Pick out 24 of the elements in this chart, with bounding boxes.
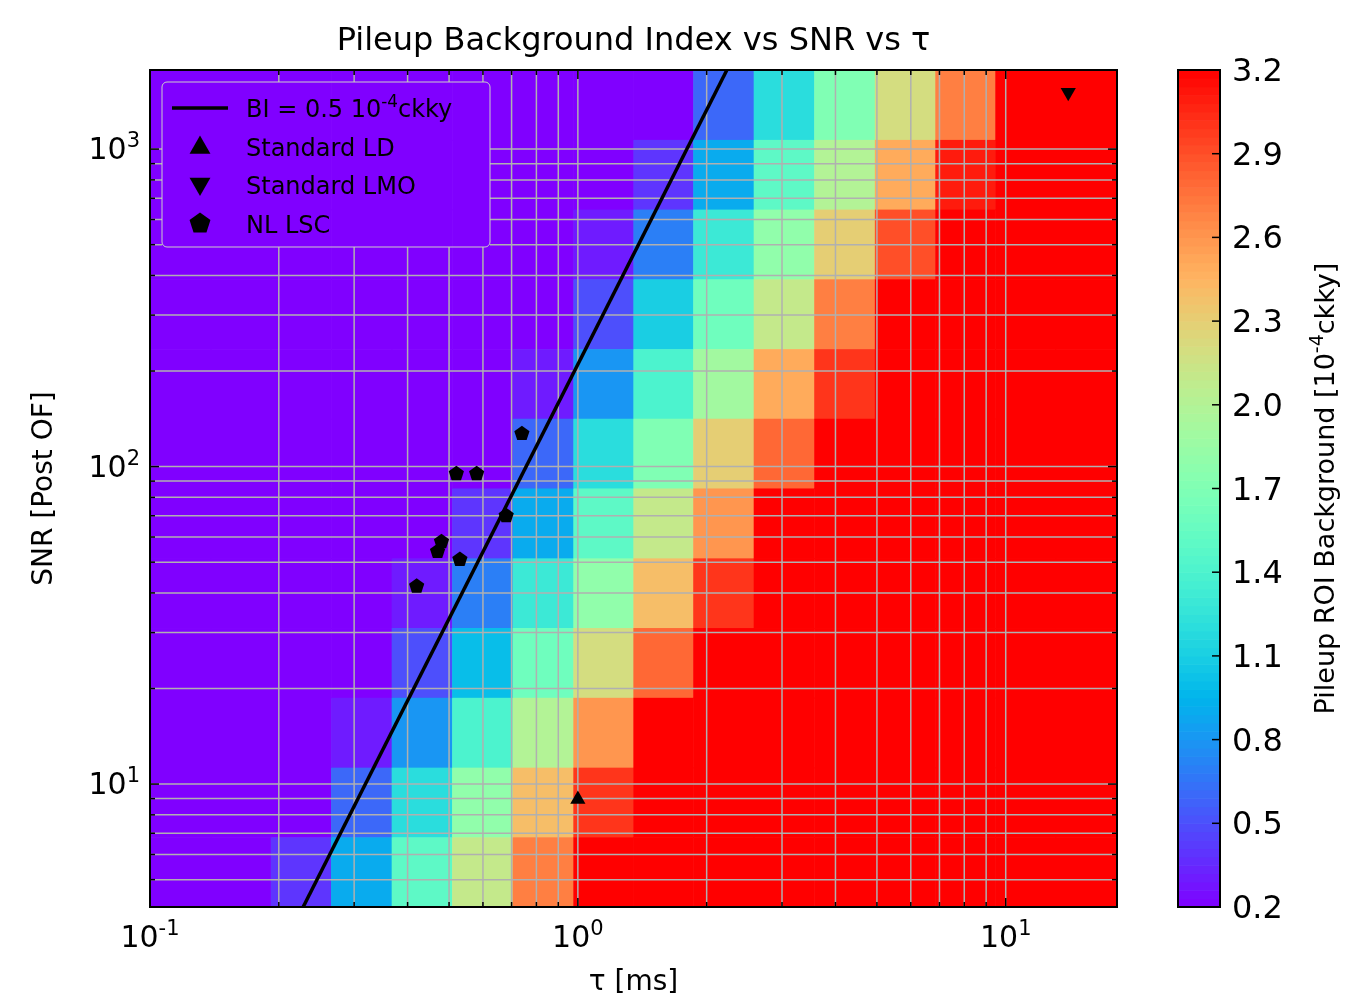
legend-label: NL LSC [246, 210, 331, 239]
color-bar-label: 0.5 [1232, 804, 1283, 843]
color-bar-label: 1.4 [1232, 553, 1283, 592]
x-tick-label: 10$^{-1}$ [120, 916, 180, 954]
color-bar-label: 0.8 [1232, 720, 1283, 759]
x-tick-label: 10$^{1}$ [979, 916, 1032, 954]
legend-label: Standard LD [246, 133, 395, 162]
color-bar-label: 2.9 [1232, 134, 1283, 173]
color-bar-label: 2.6 [1232, 218, 1283, 257]
color-bar-label: 2.0 [1232, 385, 1283, 424]
color-bar-label: 1.1 [1232, 636, 1283, 675]
chart-title: Pileup Background Index vs SNR vs τ [336, 20, 931, 58]
y-tick-label: 10$^{3}$ [88, 128, 140, 167]
color-bar-label: 1.7 [1232, 469, 1283, 508]
legend-label: Standard LMO [246, 172, 416, 200]
y-axis-title: SNR [Post OF] [26, 391, 59, 586]
color-bar-label: 3.2 [1232, 51, 1283, 89]
x-tick-label: 10$^{0}$ [552, 916, 604, 954]
legend-label: BI = 0.5 10$^{-4}$ckky [246, 91, 453, 123]
y-tick-label: 10$^{2}$ [88, 445, 140, 484]
x-axis-title: τ [ms] [588, 964, 679, 997]
color-bar-label: 0.2 [1232, 888, 1283, 926]
color-bar-label: 2.3 [1232, 302, 1283, 341]
y-tick-label: 10$^{1}$ [88, 763, 140, 802]
